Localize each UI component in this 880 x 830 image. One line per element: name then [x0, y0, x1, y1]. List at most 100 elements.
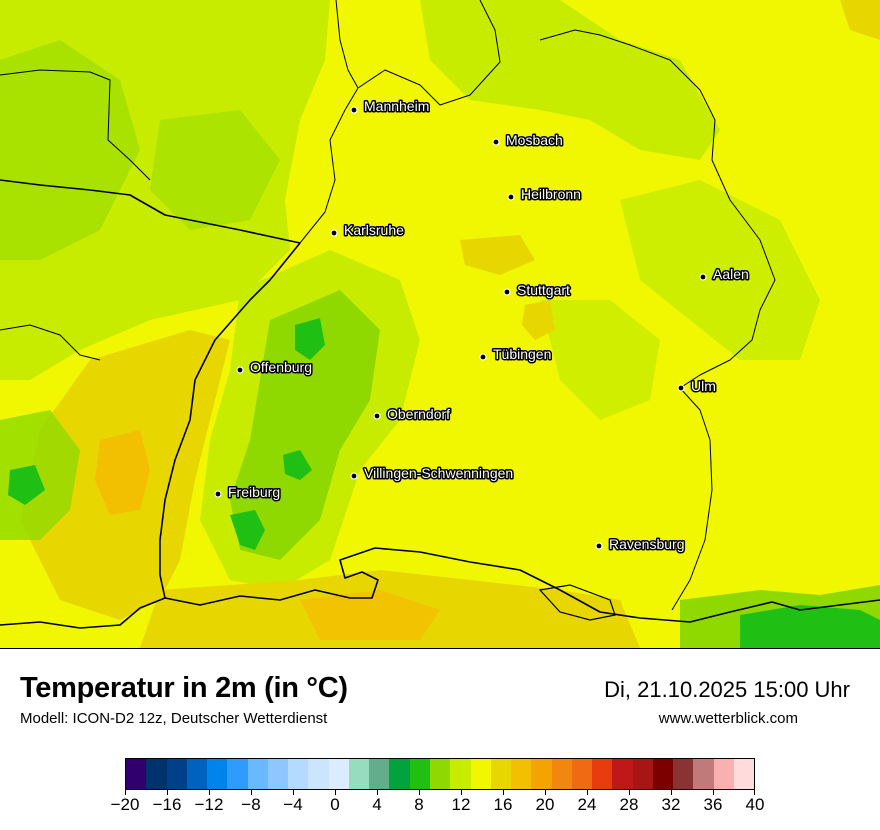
legend-tick: [461, 790, 462, 795]
legend-swatch: [389, 759, 410, 789]
country-borders: [0, 179, 880, 629]
city-dot: [507, 193, 515, 201]
cool-zone-west-green: [0, 40, 140, 260]
city-marker[interactable]: Mosbach: [492, 131, 564, 150]
legend-tick-label: 32: [661, 795, 681, 814]
legend-swatch: [429, 759, 451, 789]
website-link[interactable]: www.wetterblick.com: [658, 710, 798, 727]
legend-swatch: [693, 759, 714, 789]
legend-tick: [671, 790, 672, 795]
legend-swatch: [531, 759, 552, 789]
city-marker[interactable]: Oberndorf: [373, 405, 452, 424]
legend-tick-label: 24: [577, 795, 597, 814]
city-dot: [492, 138, 500, 146]
cold-spot-central-forest: [283, 450, 312, 480]
city-label-stuttgart: Stuttgart: [517, 282, 570, 298]
legend-swatch: [126, 759, 147, 789]
legend-tick: [377, 790, 378, 795]
city-marker[interactable]: Freiburg: [214, 483, 282, 502]
city-marker[interactable]: Villingen-Schwenningen: [350, 464, 515, 483]
warm-spot-neckar: [460, 235, 535, 275]
legend-tick-label: −4: [283, 795, 303, 814]
warm-zone-high-rhine-core: [300, 590, 440, 640]
legend-tick: [503, 790, 504, 795]
city-label-mannheim: Mannheim: [364, 98, 429, 114]
city-marker[interactable]: Tübingen: [479, 345, 553, 364]
legend-swatch: [288, 759, 309, 789]
legend-swatch: [247, 759, 268, 789]
model-source: Modell: ICON-D2 12z, Deutscher Wetterdie…: [20, 710, 328, 727]
cold-spot-hornisgrinde: [295, 318, 325, 360]
city-marker[interactable]: Karlsruhe: [330, 221, 406, 240]
legend-tick-label: 40: [745, 795, 765, 814]
city-marker[interactable]: Offenburg: [236, 358, 314, 377]
legend-tick-label: 0: [330, 795, 340, 814]
legend-tick: [419, 790, 420, 795]
city-marker[interactable]: Mannheim: [350, 97, 431, 116]
warm-zone-northeast: [840, 0, 880, 40]
legend-tick: [335, 790, 336, 795]
map-title: Temperatur in 2m (in °C): [20, 672, 348, 704]
legend-tick-label: −12: [194, 795, 224, 814]
legend-tick: [629, 790, 630, 795]
city-dot: [350, 472, 358, 480]
legend-swatch: [713, 759, 734, 789]
legend-tick: [545, 790, 546, 795]
legend-tick: [251, 790, 252, 795]
state-borders: [0, 0, 776, 611]
city-marker[interactable]: Ravensburg: [595, 535, 686, 554]
legend-swatch: [470, 759, 491, 789]
cold-zone-alps: [740, 605, 880, 648]
legend-swatch: [673, 759, 694, 789]
legend-swatch: [267, 759, 289, 789]
legend-swatch: [348, 759, 370, 789]
legend-swatch: [227, 759, 248, 789]
legend-swatch: [308, 759, 329, 789]
legend-tick: [167, 790, 168, 795]
legend-swatch: [652, 759, 674, 789]
legend-tick-label: 4: [372, 795, 382, 814]
city-marker[interactable]: Aalen: [699, 265, 750, 284]
legend-swatch: [511, 759, 532, 789]
cool-zone-black-forest-green: [230, 290, 380, 560]
legend-tick-label: −8: [241, 795, 261, 814]
legend-tick-label: 12: [451, 795, 471, 814]
city-label-aalen: Aalen: [713, 266, 749, 282]
cold-spot-vosges: [8, 465, 45, 505]
legend-tick-label: 16: [493, 795, 513, 814]
city-label-ravensburg: Ravensburg: [609, 536, 685, 552]
legend-swatch: [409, 759, 430, 789]
legend-tick-label: −16: [152, 795, 182, 814]
city-dot: [373, 412, 381, 420]
legend-swatch: [592, 759, 613, 789]
cool-zone-vosges: [0, 410, 80, 540]
city-label-freiburg: Freiburg: [228, 484, 280, 500]
city-dot: [236, 366, 244, 374]
city-dot: [330, 229, 338, 237]
legend-tick: [754, 790, 755, 795]
legend-tick: [125, 790, 126, 795]
legend-swatch: [369, 759, 390, 789]
legend-swatch: [166, 759, 187, 789]
warm-zone-rhine-core: [95, 430, 150, 515]
cool-zone-east-alb: [620, 180, 820, 360]
city-layer: Mannheim Mosbach Heilbronn Karlsruhe Aal…: [214, 97, 750, 554]
cool-zone-central: [540, 300, 660, 420]
city-dot: [479, 353, 487, 361]
legend-swatch: [733, 759, 755, 789]
map-canvas: [0, 0, 880, 648]
legend-swatch: [207, 759, 228, 789]
legend-tick: [587, 790, 588, 795]
city-label-villingen-schwenningen: Villingen-Schwenningen: [364, 465, 513, 481]
cool-zone-north-odenwald: [420, 0, 720, 160]
legend-tick: [209, 790, 210, 795]
legend-swatch: [186, 759, 208, 789]
forecast-datetime: Di, 21.10.2025 15:00 Uhr: [604, 677, 850, 702]
city-dot: [503, 288, 511, 296]
city-marker[interactable]: Ulm: [677, 377, 717, 396]
legend-tick-label: 36: [703, 795, 723, 814]
legend-tick-label: 28: [619, 795, 639, 814]
city-marker[interactable]: Stuttgart: [503, 281, 572, 300]
lake-constance: [538, 584, 616, 621]
city-marker[interactable]: Heilbronn: [507, 185, 582, 204]
